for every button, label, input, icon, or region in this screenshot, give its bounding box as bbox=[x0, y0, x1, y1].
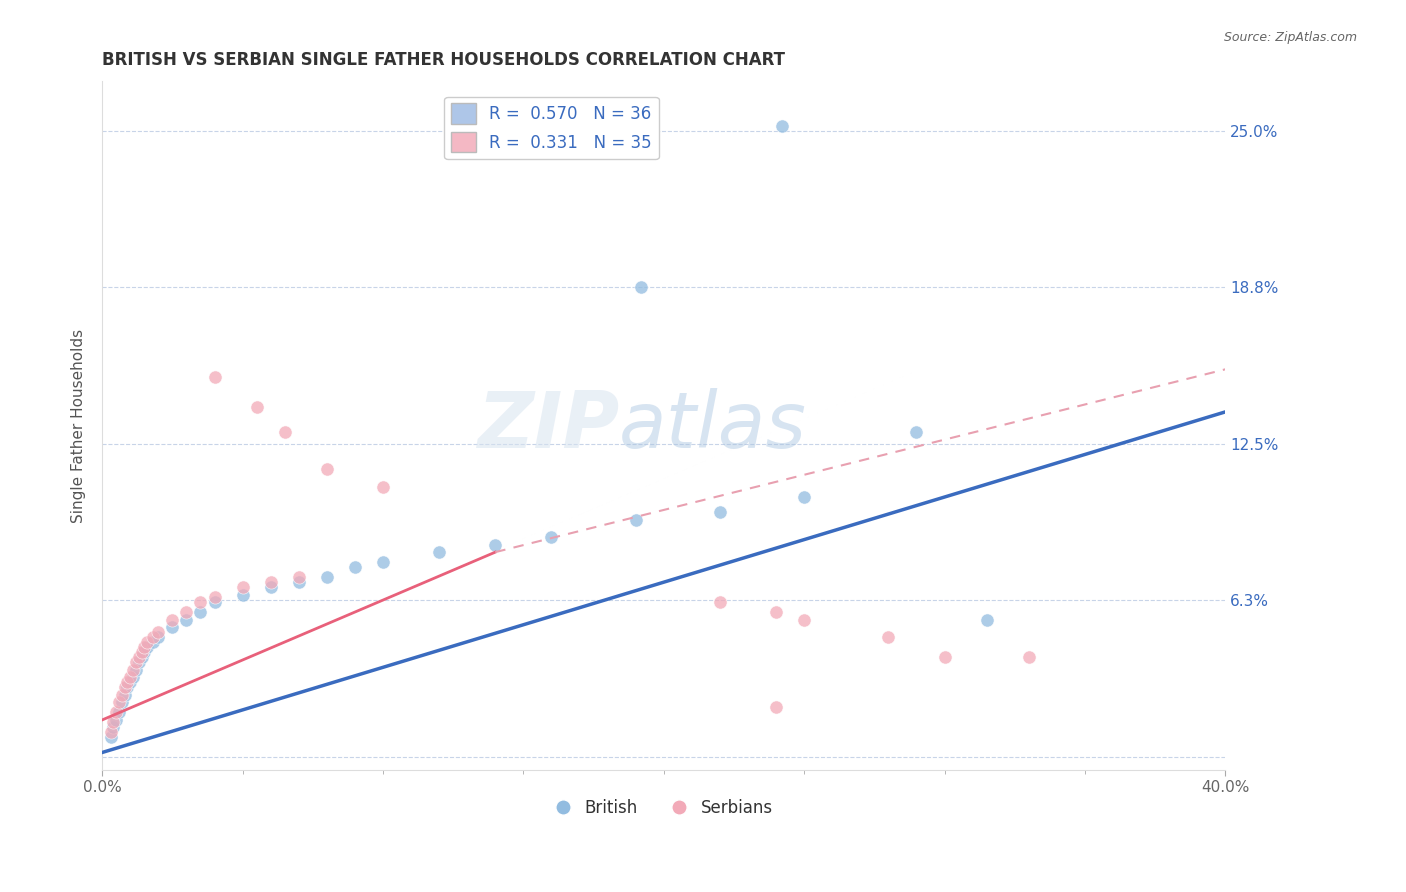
Text: atlas: atlas bbox=[619, 388, 807, 464]
Point bbox=[204, 369, 226, 384]
Text: Source: ZipAtlas.com: Source: ZipAtlas.com bbox=[1223, 31, 1357, 45]
Point bbox=[162, 613, 184, 627]
Point bbox=[976, 613, 998, 627]
Point bbox=[770, 120, 793, 134]
Point bbox=[709, 595, 731, 609]
Point bbox=[117, 681, 139, 695]
Point bbox=[204, 595, 226, 609]
Point bbox=[136, 635, 159, 649]
Point bbox=[117, 675, 139, 690]
Point bbox=[125, 656, 148, 670]
Point bbox=[287, 575, 309, 590]
Text: BRITISH VS SERBIAN SINGLE FATHER HOUSEHOLDS CORRELATION CHART: BRITISH VS SERBIAN SINGLE FATHER HOUSEHO… bbox=[103, 51, 785, 69]
Point bbox=[114, 681, 136, 695]
Point bbox=[105, 706, 128, 720]
Point bbox=[134, 640, 156, 655]
Point bbox=[122, 670, 145, 684]
Point bbox=[100, 731, 122, 745]
Point bbox=[176, 613, 198, 627]
Point bbox=[148, 630, 170, 644]
Point bbox=[371, 555, 394, 569]
Point bbox=[105, 713, 128, 727]
Point bbox=[125, 663, 148, 677]
Point bbox=[103, 715, 125, 730]
Legend: British, Serbians: British, Serbians bbox=[548, 792, 780, 823]
Point bbox=[108, 695, 131, 709]
Point bbox=[111, 688, 134, 702]
Point bbox=[793, 613, 815, 627]
Point bbox=[765, 700, 787, 714]
Point bbox=[134, 645, 156, 659]
Point bbox=[114, 688, 136, 702]
Point bbox=[343, 560, 366, 574]
Point bbox=[1018, 650, 1040, 665]
Point bbox=[190, 605, 212, 619]
Point bbox=[793, 490, 815, 504]
Point bbox=[100, 725, 122, 739]
Point bbox=[273, 425, 295, 439]
Point bbox=[630, 279, 652, 293]
Y-axis label: Single Father Households: Single Father Households bbox=[72, 328, 86, 523]
Point bbox=[287, 570, 309, 584]
Point bbox=[371, 480, 394, 494]
Point bbox=[624, 512, 647, 526]
Point bbox=[120, 675, 142, 690]
Point bbox=[131, 645, 153, 659]
Point bbox=[142, 630, 165, 644]
Point bbox=[315, 462, 337, 476]
Point bbox=[120, 670, 142, 684]
Point bbox=[260, 580, 283, 594]
Point bbox=[934, 650, 956, 665]
Point bbox=[176, 605, 198, 619]
Point bbox=[427, 545, 450, 559]
Point bbox=[709, 505, 731, 519]
Point bbox=[148, 625, 170, 640]
Point bbox=[260, 575, 283, 590]
Point bbox=[128, 656, 150, 670]
Point bbox=[122, 663, 145, 677]
Point bbox=[246, 400, 269, 414]
Point bbox=[232, 580, 254, 594]
Point bbox=[162, 620, 184, 634]
Text: ZIP: ZIP bbox=[477, 388, 619, 464]
Point bbox=[103, 721, 125, 735]
Point bbox=[136, 640, 159, 655]
Point bbox=[108, 706, 131, 720]
Point bbox=[190, 595, 212, 609]
Point bbox=[765, 605, 787, 619]
Point bbox=[232, 588, 254, 602]
Point bbox=[111, 695, 134, 709]
Point bbox=[131, 650, 153, 665]
Point bbox=[315, 570, 337, 584]
Point bbox=[484, 538, 506, 552]
Point bbox=[540, 530, 562, 544]
Point bbox=[905, 425, 928, 439]
Point bbox=[128, 650, 150, 665]
Point bbox=[204, 591, 226, 605]
Point bbox=[877, 630, 900, 644]
Point bbox=[142, 635, 165, 649]
